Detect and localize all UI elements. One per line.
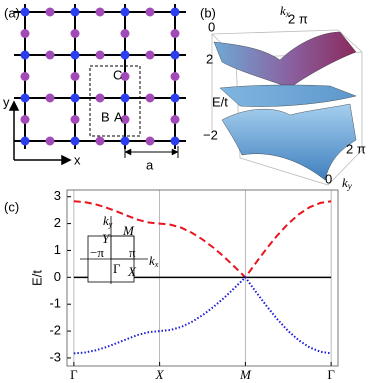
inset-axis: ky xyxy=(103,213,113,229)
y-tick-label: 3 xyxy=(54,188,61,203)
x-tick-label: X xyxy=(155,367,165,382)
site-c xyxy=(170,115,180,124)
site-c xyxy=(20,72,30,81)
tick-label: 2 π xyxy=(346,141,366,156)
tick-label: 0 xyxy=(325,171,332,186)
symbol: k xyxy=(103,213,109,228)
subscript: x xyxy=(154,260,159,269)
site-b xyxy=(95,93,105,103)
y-tick-label: 2 xyxy=(54,215,61,230)
y-tick-label: -2 xyxy=(49,323,61,338)
site-b xyxy=(45,7,55,17)
symbol: k xyxy=(342,175,348,190)
axes-arrows xyxy=(8,100,179,166)
site-a xyxy=(70,7,80,17)
site-a xyxy=(70,93,80,103)
site-b xyxy=(95,136,105,146)
band-line xyxy=(73,275,332,355)
inset-tick: −π xyxy=(90,245,104,260)
site-a xyxy=(20,50,30,60)
x-tick-label: Γ xyxy=(70,367,78,382)
x-tick-label: Γ xyxy=(327,367,335,382)
site-b xyxy=(45,136,55,146)
site-c xyxy=(70,72,80,81)
site-b xyxy=(95,50,105,60)
inset-axis: kx xyxy=(149,253,159,269)
site-a xyxy=(120,93,130,103)
site-b xyxy=(145,136,155,146)
symbol: k xyxy=(280,3,286,18)
site-c xyxy=(70,115,80,124)
site-b xyxy=(145,93,155,103)
site-c xyxy=(170,29,180,38)
panel-a xyxy=(14,4,186,149)
y-tick-label: 0 xyxy=(54,269,61,284)
inset-point: Γ xyxy=(113,261,121,276)
subscript: y xyxy=(347,181,352,191)
site-c xyxy=(120,115,130,124)
tick-label: 2 π xyxy=(288,11,308,26)
inset xyxy=(80,216,148,284)
subscript: x xyxy=(285,9,290,19)
site-a xyxy=(20,93,30,103)
unit-cell xyxy=(89,65,141,137)
axis-label: E/t xyxy=(212,94,228,109)
axis-label: ky xyxy=(342,175,352,191)
site-a xyxy=(120,50,130,60)
site-b xyxy=(95,7,105,17)
tick-label: 2 xyxy=(206,51,213,66)
tick-label: 0 xyxy=(208,19,215,34)
inset-point: X xyxy=(127,264,137,279)
axis-label: x xyxy=(74,152,81,167)
site-c xyxy=(20,115,30,124)
site-b xyxy=(145,7,155,17)
site-c xyxy=(120,29,130,38)
site-a xyxy=(120,7,130,17)
x-tick-label: M xyxy=(239,367,252,382)
site-label: A xyxy=(114,109,123,124)
site-a xyxy=(170,7,180,17)
panel-b xyxy=(211,29,363,186)
inset-point: Y xyxy=(102,231,111,246)
lattice-constant: a xyxy=(146,157,154,172)
site-a xyxy=(170,50,180,60)
site-label: C xyxy=(113,67,122,82)
site-a xyxy=(20,136,30,146)
y-tick-label: -3 xyxy=(49,349,61,364)
y-tick-label: 1 xyxy=(54,242,61,257)
axis-label: kx xyxy=(280,3,290,19)
panel-label: (b) xyxy=(200,5,216,20)
site-b xyxy=(45,93,55,103)
band-line xyxy=(73,200,332,279)
site-a xyxy=(120,136,130,146)
axis-label: E/t xyxy=(29,270,44,286)
site-b xyxy=(145,50,155,60)
site-c xyxy=(170,72,180,81)
panel-label: (a) xyxy=(4,5,20,20)
symbol: k xyxy=(149,253,155,268)
site-a xyxy=(170,136,180,146)
site-label: B xyxy=(101,109,110,124)
site-c xyxy=(20,29,30,38)
site-b xyxy=(45,50,55,60)
site-a xyxy=(20,7,30,17)
inset-tick: π xyxy=(129,245,136,260)
site-a xyxy=(70,50,80,60)
site-c xyxy=(120,72,130,81)
panel-label: (c) xyxy=(4,199,19,214)
tick-label: −2 xyxy=(203,127,218,142)
site-a xyxy=(70,136,80,146)
inset-point: M xyxy=(122,223,135,238)
subscript: y xyxy=(108,220,113,229)
y-tick-label: -1 xyxy=(49,296,61,311)
plot-frame xyxy=(66,189,339,367)
site-a xyxy=(170,93,180,103)
axis-label: y xyxy=(3,94,10,109)
site-c xyxy=(70,29,80,38)
